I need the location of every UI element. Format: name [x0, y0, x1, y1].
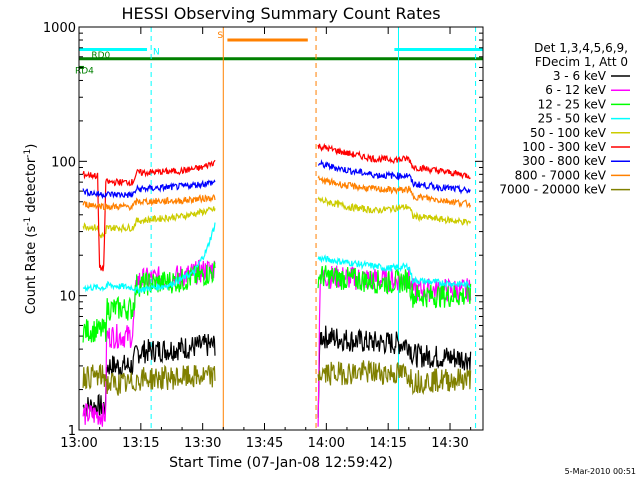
series-6 — [82, 158, 471, 200]
legend-header-0: Det 1,3,4,5,6,9, — [534, 41, 628, 55]
series-line-4-1 — [317, 196, 472, 227]
legend-label-3: 25 - 50 keV — [538, 112, 607, 126]
series-line-7-1 — [317, 175, 472, 209]
series-line-2-0 — [82, 261, 216, 343]
x-tick-label-5: 14:15 — [369, 436, 406, 451]
series-line-6-0 — [82, 179, 216, 200]
legend-label-8: 7000 - 20000 keV — [499, 183, 606, 197]
y-tick-label-2: 100 — [51, 155, 76, 170]
series-line-8-1 — [317, 360, 472, 396]
legend-label-1: 6 - 12 keV — [545, 83, 607, 97]
x-tick-label-6: 14:30 — [431, 436, 468, 451]
flag-label-s: S — [217, 31, 223, 41]
flag-label-n: N — [153, 47, 160, 57]
flags-layer: N S RD0 RD4 — [75, 31, 483, 76]
plot-frame — [78, 26, 484, 431]
series-line-6-1 — [317, 158, 471, 195]
y-axis-label-sup2: -1 — [23, 149, 33, 158]
legend-label-0: 3 - 6 keV — [553, 69, 607, 83]
flag-label-rd0: RD0 — [91, 51, 110, 61]
legend: Det 1,3,4,5,6,9,FDecim 1, Att 03 - 6 keV… — [499, 41, 630, 197]
legend-label-5: 100 - 300 keV — [522, 140, 606, 154]
vlines-layer — [78, 27, 477, 430]
y-axis-label-main: Count Rate (s — [24, 226, 39, 315]
series-line-5-1 — [317, 142, 471, 180]
y-tick-label-3: 1000 — [43, 21, 76, 36]
series-line-3-1 — [317, 254, 471, 289]
series-line-1-0 — [82, 259, 216, 427]
x-tick-label-0: 13:00 — [60, 436, 97, 451]
series-line-2-1 — [317, 265, 472, 309]
y-axis-label-sup1: -1 — [23, 217, 33, 226]
series-line-7-0 — [82, 193, 216, 212]
series-8 — [82, 360, 472, 396]
series-line-3-0 — [82, 222, 216, 295]
y-tick-label-0: 1 — [68, 424, 76, 439]
y-axis-label: Count Rate (s-1 detector-1) — [23, 144, 39, 315]
series-line-0-1 — [317, 325, 472, 418]
x-tick-label-4: 14:00 — [308, 436, 345, 451]
series-line-4-0 — [82, 206, 216, 239]
series-layer — [82, 142, 472, 427]
series-3 — [82, 222, 471, 295]
x-tick-label-3: 13:45 — [246, 436, 283, 451]
x-tick-label-2: 13:30 — [184, 436, 221, 451]
series-line-5-0 — [82, 159, 216, 272]
legend-header-1: FDecim 1, Att 0 — [535, 55, 628, 69]
flag-label-rd4: RD4 — [75, 66, 94, 76]
legend-label-2: 12 - 25 keV — [538, 97, 607, 111]
x-axis-label: Start Time (07-Jan-08 12:59:42) — [169, 455, 393, 471]
axes-layer: 13:00 13:15 13:30 13:45 14:00 14:15 14:30 1 10 10… — [43, 21, 483, 451]
x-tick-label-1: 13:15 — [122, 436, 159, 451]
series-2 — [82, 261, 472, 343]
y-axis-label-mid: detector — [24, 157, 39, 217]
series-line-8-0 — [82, 363, 216, 396]
series-7 — [82, 175, 472, 212]
y-axis-label-end: ) — [24, 144, 39, 149]
series-0 — [82, 325, 472, 418]
legend-label-7: 800 - 7000 keV — [515, 168, 607, 182]
footer-timestamp: 5-Mar-2010 00:51 — [565, 467, 636, 476]
legend-label-6: 300 - 800 keV — [522, 154, 606, 168]
y-tick-label-1: 10 — [59, 290, 76, 305]
series-5 — [82, 142, 471, 272]
chart-title: HESSI Observing Summary Count Rates — [121, 4, 440, 23]
legend-label-4: 50 - 100 keV — [530, 126, 607, 140]
